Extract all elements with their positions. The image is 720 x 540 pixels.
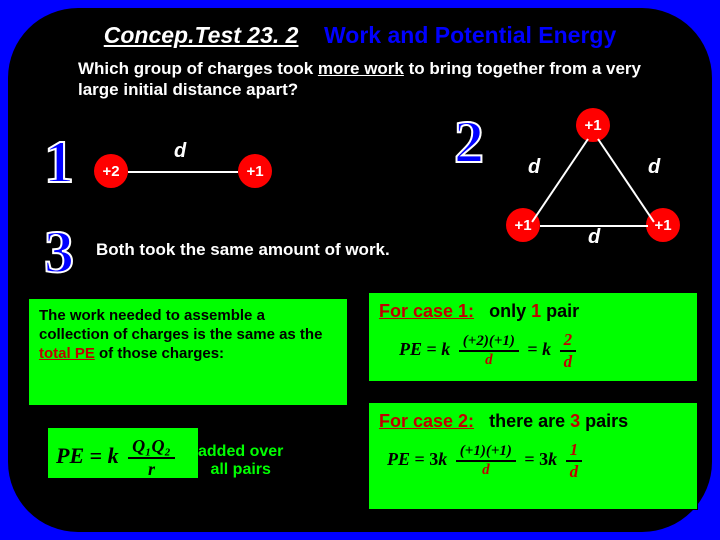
option-number-3: 3 <box>44 218 74 287</box>
tri-edge-right <box>597 138 655 222</box>
line-d1 <box>128 171 238 173</box>
diagram-1: +2 d +1 <box>94 138 294 188</box>
case1-box: For case 1: only 1 pair PE = k (+2)(+1) … <box>368 292 698 382</box>
option-3-text: Both took the same amount of work. <box>96 240 390 260</box>
d-label-left: d <box>528 156 540 179</box>
explanation-text: The work needed to assemble a collection… <box>39 307 337 363</box>
charge-top: +1 <box>576 108 610 142</box>
option-number-1: 1 <box>44 128 74 197</box>
added-over-text: added over all pairs <box>198 443 283 480</box>
option-number-2: 2 <box>454 108 484 177</box>
case2-box: For case 2: there are 3 pairs PE = 3k (+… <box>368 402 698 510</box>
tri-edge-left <box>531 138 589 222</box>
d-label-right: d <box>648 156 660 179</box>
d-label-1: d <box>174 140 186 163</box>
question-text: Which group of charges took more work to… <box>78 58 658 101</box>
diagram-2: +1 +1 +1 d d d <box>498 108 688 258</box>
charge-bl: +1 <box>506 208 540 242</box>
case2-label: For case 2: there are 3 pairs <box>379 411 687 432</box>
charge-plus2: +2 <box>94 154 128 188</box>
slide-title: Concep.Test 23. 2 Work and Potential Ene… <box>8 22 712 49</box>
case1-equation: PE = k (+2)(+1) d = k 2 d <box>399 330 687 372</box>
title-part2: Work and Potential Energy <box>324 22 616 48</box>
case1-label: For case 1: only 1 pair <box>379 301 687 322</box>
case2-equation: PE = 3k (+1)(+1) d = 3k 1 d <box>387 440 687 482</box>
charge-br: +1 <box>646 208 680 242</box>
slide: Concep.Test 23. 2 Work and Potential Ene… <box>8 8 712 532</box>
charge-plus1-a: +1 <box>238 154 272 188</box>
d-label-bottom: d <box>588 226 600 249</box>
explanation-box: The work needed to assemble a collection… <box>28 298 348 406</box>
pe-equation: PE = k Q₁Q₂ r <box>48 428 198 478</box>
title-part1: Concep.Test 23. 2 <box>104 22 299 48</box>
